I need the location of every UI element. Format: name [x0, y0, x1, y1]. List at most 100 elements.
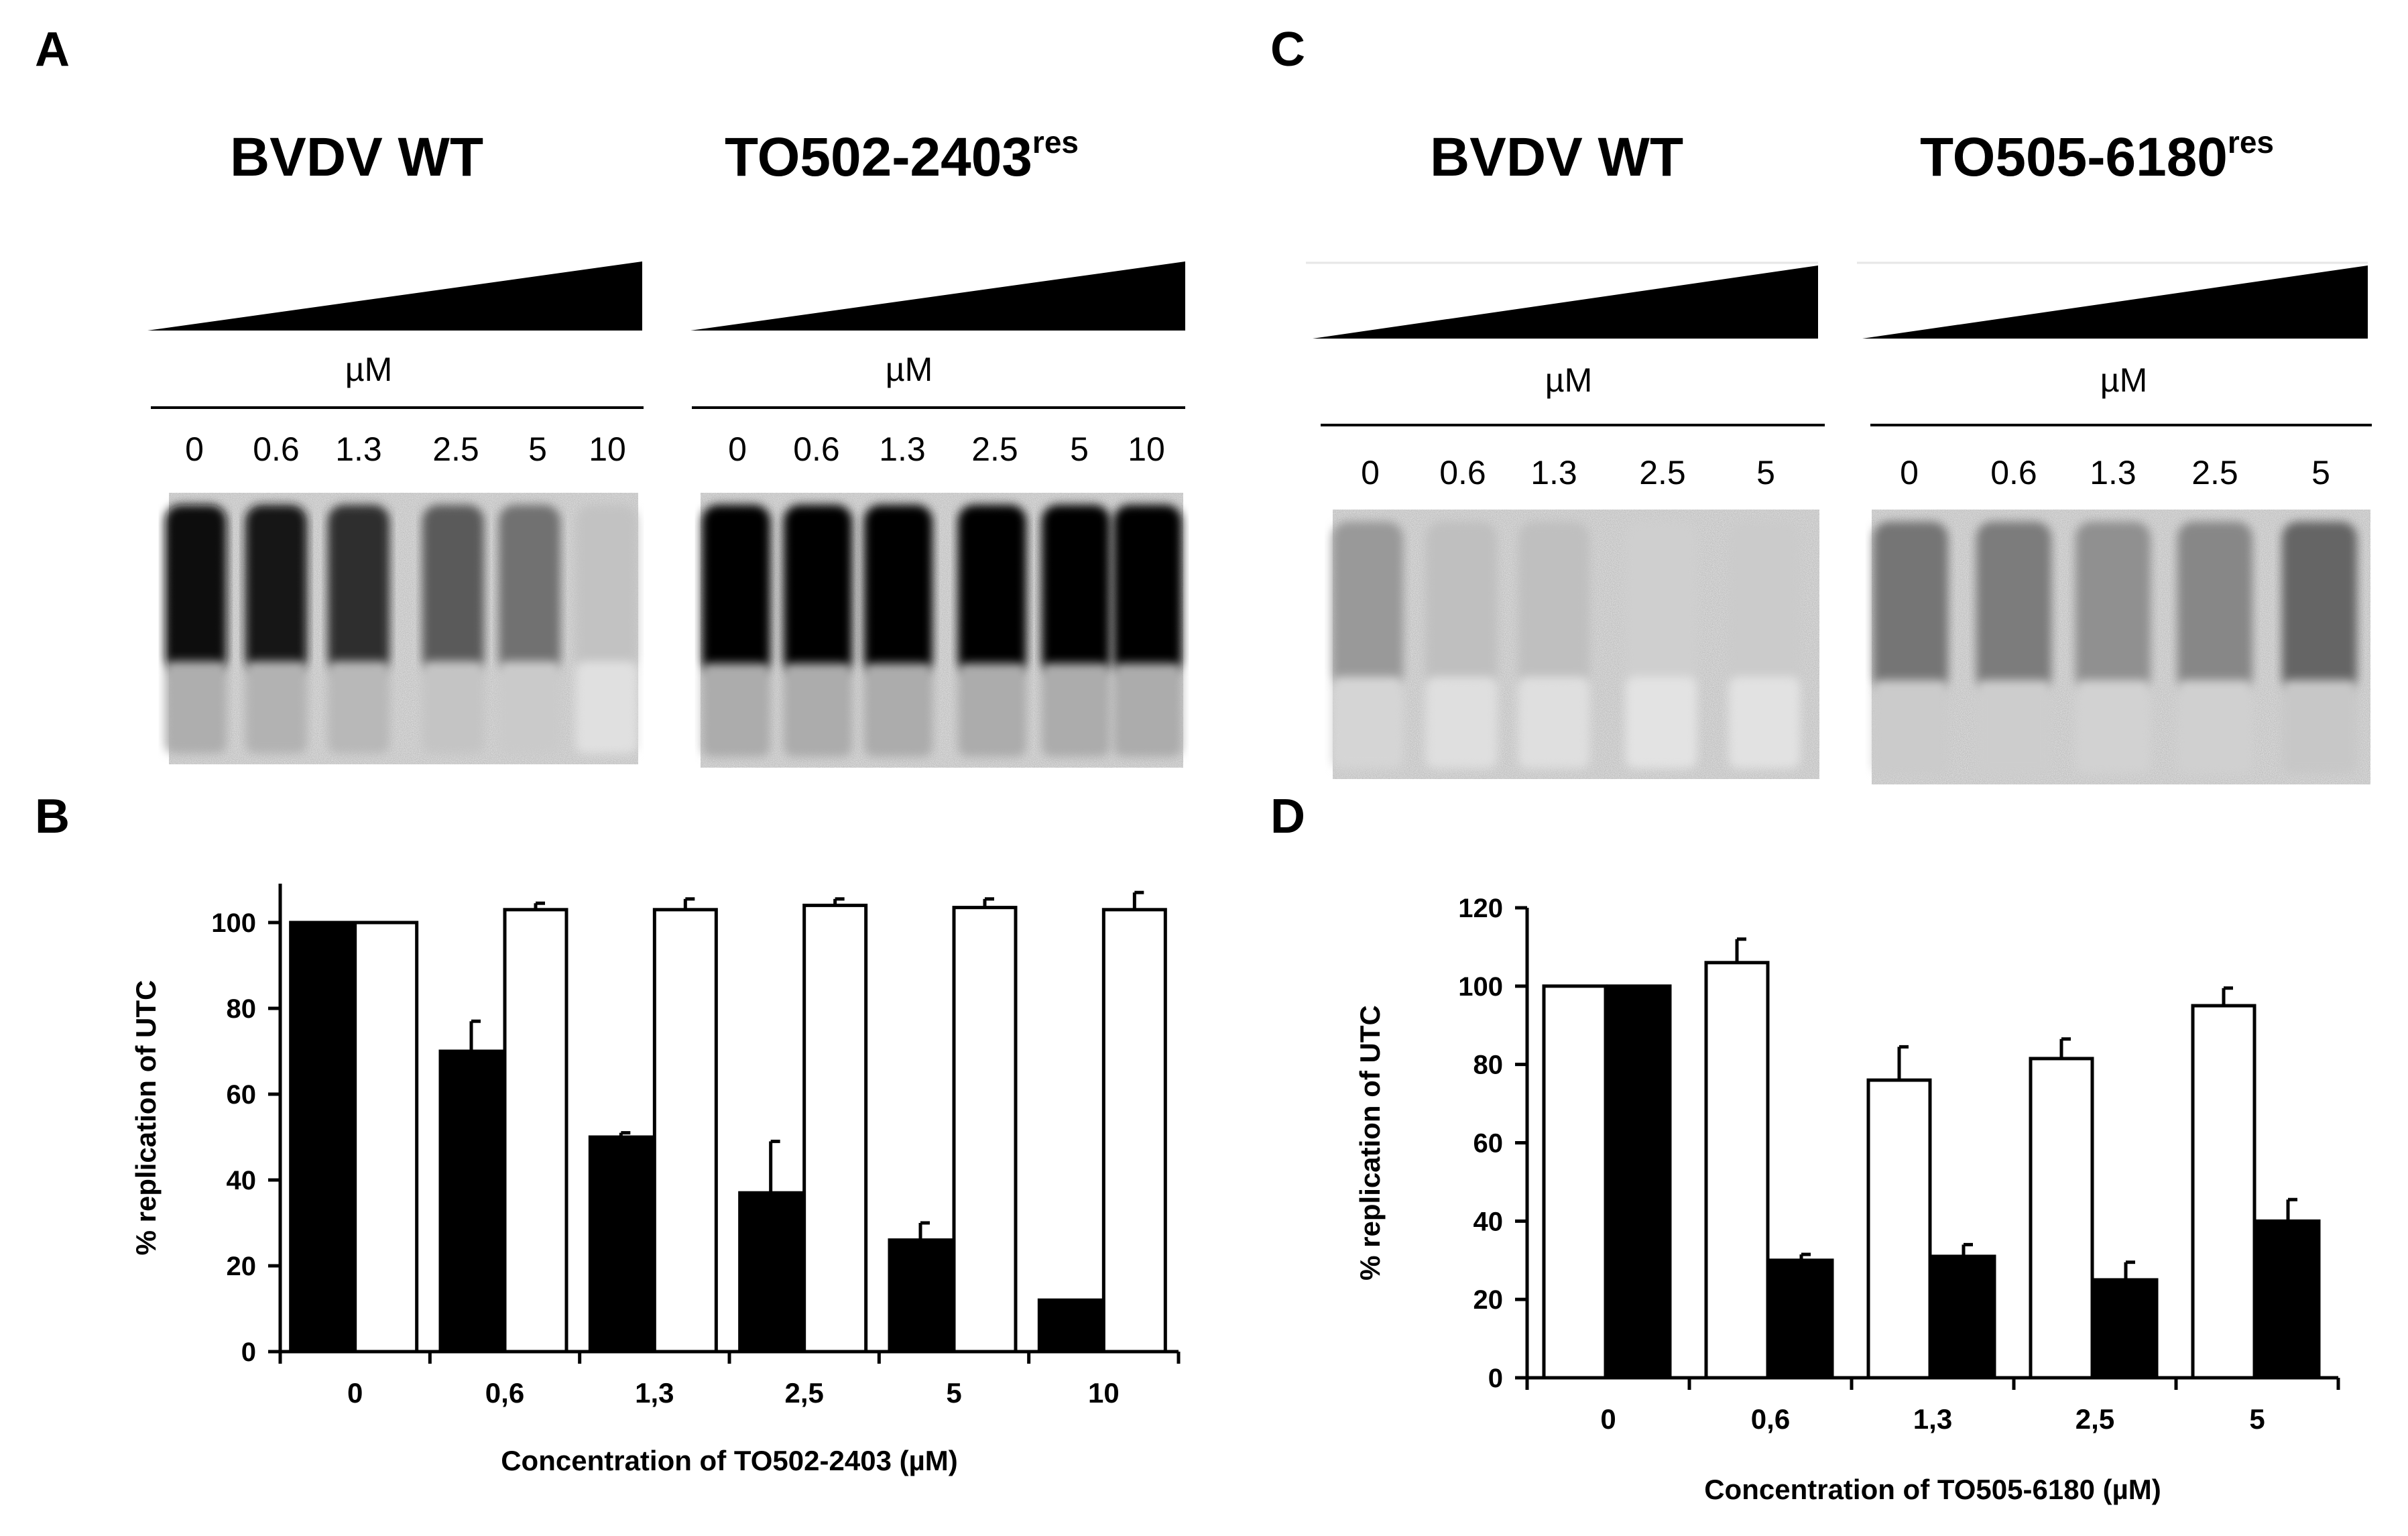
lane-label: 10: [589, 430, 626, 468]
y-tick-label: 20: [1473, 1285, 1504, 1315]
bar: [1542, 984, 1608, 1380]
lane-label: 5: [528, 430, 547, 468]
lane-labels-c-res: 0 0.6 1.3 2.5 5: [1900, 454, 2330, 491]
bar-chart-b: 0 20 40 60 80 100 0 0,6 1,3 2,5 5 10 % replication o…: [130, 884, 1181, 1476]
y-tick-label: 20: [227, 1252, 257, 1281]
gel-lane: [702, 505, 770, 757]
gel-lane-tail: [576, 661, 638, 754]
x-axis-title: Concentration of TO505-6180 (µM): [1704, 1474, 2161, 1505]
x-tick-label: 5: [946, 1377, 961, 1409]
gel-lane-tail: [1729, 676, 1800, 768]
lane-label: 0: [1900, 454, 1919, 491]
gradient-wedge-c-wt: [1313, 265, 1818, 339]
bar: [503, 908, 568, 1354]
x-tick-label: 0: [347, 1377, 363, 1409]
gel-image-c-res: [1872, 510, 2370, 784]
gel-band: [2075, 522, 2151, 693]
gel-band: [245, 505, 307, 674]
lane-label: 0.6: [253, 430, 300, 468]
panel-letter-b: B: [35, 790, 70, 843]
gel-title-c-res-main: TO505-6180: [1920, 127, 2228, 188]
gel-lane: [784, 505, 852, 757]
gel-background: [701, 493, 1183, 768]
gel-lane: [1113, 505, 1182, 757]
gel-lane: [165, 505, 227, 754]
lane-label: 2.5: [432, 430, 479, 468]
gel-lane-tail: [2282, 680, 2357, 774]
gel-lane: [1426, 522, 1497, 768]
bar: [888, 1238, 953, 1354]
gel-band: [2282, 522, 2357, 693]
gel-lane-tail: [245, 661, 307, 754]
bar: [353, 921, 419, 1354]
gel-title-a-res: TO502-2403res: [725, 125, 1079, 188]
gel-lane-tail: [1518, 676, 1589, 768]
gel-lane-tail: [1976, 680, 2051, 774]
gel-band: [499, 505, 560, 674]
y-axis-title: % replication of UTC: [130, 980, 162, 1256]
bar: [1704, 961, 1770, 1380]
lane-label: 0: [728, 430, 747, 468]
lane-label: 1.3: [1530, 454, 1577, 491]
x-tick-label: 0: [1600, 1403, 1616, 1435]
gel-lane: [1332, 522, 1403, 768]
panel-letter-a: A: [35, 23, 70, 76]
bar: [2255, 1219, 2321, 1380]
gel-lane: [864, 505, 932, 757]
gel-title-a-res-sup: res: [1032, 125, 1079, 160]
gel-band: [328, 505, 389, 674]
bar: [1931, 1254, 1996, 1380]
gel-lane: [2177, 522, 2252, 774]
gel-lane-tail: [784, 663, 852, 757]
gel-lane: [1626, 522, 1697, 768]
gel-lane-tail: [2177, 680, 2252, 774]
y-tick-label: 40: [1473, 1207, 1504, 1236]
y-axis-title: % replication of UTC: [1354, 1005, 1386, 1281]
y-tick-label: 40: [227, 1166, 257, 1195]
gel-band: [1518, 522, 1589, 689]
lane-label: 2.5: [971, 430, 1018, 468]
gel-lane: [2075, 522, 2151, 774]
gel-band: [864, 505, 932, 676]
gel-lane: [2282, 522, 2357, 774]
lane-label: 0.6: [1990, 454, 2037, 491]
bar: [2029, 1057, 2094, 1380]
gel-lane-tail: [1332, 676, 1403, 768]
gel-band: [1042, 505, 1110, 676]
bar: [2093, 1278, 2159, 1380]
lane-label: 5: [1756, 454, 1775, 491]
bar: [1866, 1078, 1932, 1380]
gel-band: [958, 505, 1026, 676]
lane-label: 5: [2311, 454, 2330, 491]
gel-band: [1976, 522, 2051, 693]
gel-band: [1426, 522, 1497, 689]
unit-label-a-res: µM: [886, 351, 932, 388]
lane-label: 0: [185, 430, 204, 468]
gradient-wedge-c-res: [1862, 265, 2368, 339]
lane-label: 2.5: [1639, 454, 1686, 491]
lane-label: 10: [1128, 430, 1165, 468]
x-tick-label: 2,5: [784, 1377, 823, 1409]
x-axis-title: Concentration of TO502-2403 (µM): [501, 1445, 958, 1476]
lane-label: 0: [1361, 454, 1380, 491]
gel-band: [2177, 522, 2252, 693]
lane-label: 1.3: [879, 430, 926, 468]
bar-chart-d: 0 20 40 60 80 100 120 0 0,6 1,3 2,5 5 % replication …: [1354, 894, 2340, 1505]
x-tick-label: 0,6: [485, 1377, 524, 1409]
bar: [1101, 908, 1167, 1354]
panel-letter-d: D: [1270, 790, 1305, 843]
gel-title-c-res: TO505-6180res: [1920, 125, 2274, 188]
lane-label: 0.6: [793, 430, 840, 468]
gel-lane: [1518, 522, 1589, 768]
gel-band: [784, 505, 852, 676]
gel-lane-tail: [165, 661, 227, 754]
gel-band: [1332, 522, 1403, 689]
gel-lane: [328, 505, 389, 754]
gel-lane-tail: [702, 663, 770, 757]
gel-band: [1729, 522, 1800, 689]
lane-labels-a-wt: 0 0.6 1.3 2.5 5 10: [185, 430, 626, 468]
gradient-wedge-a-wt: [147, 261, 642, 331]
gel-band: [1113, 505, 1182, 676]
gel-lane-tail: [864, 663, 932, 757]
